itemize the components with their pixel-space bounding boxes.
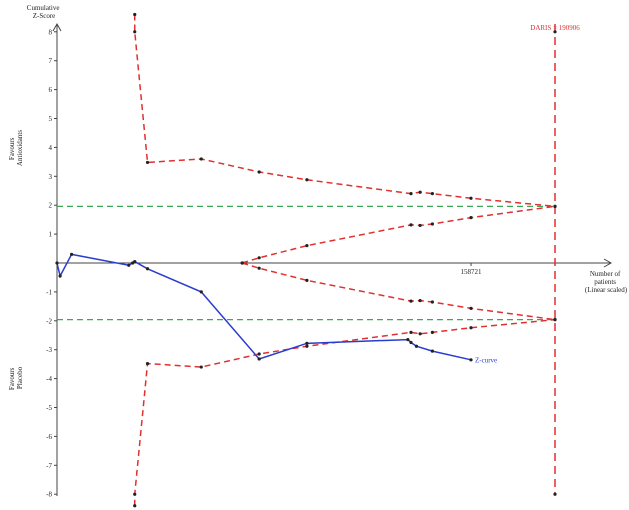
y-axis-title-line-2: Z-Score	[33, 12, 56, 20]
x-tick-label: 158721	[461, 268, 483, 276]
x-axis-title-line-2: patients	[594, 278, 616, 286]
y-tick-label: -2	[46, 317, 52, 325]
y-ticks: 8 7 6 5 4 3 2 1 -1 -2 -3 -4 -5 -6 -7 -8	[46, 28, 57, 499]
futility-upper-point	[469, 216, 473, 220]
upper-boundary-point	[145, 160, 150, 165]
favours-antioxidants-label: Favours Antioxidants	[8, 130, 24, 166]
favours-placebo-line-2: Placebo	[16, 366, 24, 389]
futility-upper-point	[257, 256, 261, 260]
lower-boundary-point	[430, 330, 434, 334]
y-tick-label: 5	[49, 115, 53, 123]
y-tick-label: -1	[46, 288, 52, 296]
y-tick-label: -7	[46, 462, 52, 470]
futility-lower-point	[257, 266, 261, 270]
y-tick-label: 7	[49, 57, 53, 65]
futility-lower-point	[409, 299, 413, 303]
z-curve-point	[430, 349, 434, 353]
y-tick-label: 8	[49, 28, 53, 36]
y-tick-label: -6	[46, 433, 52, 441]
favours-placebo-line-1: Favours	[8, 367, 16, 390]
lower-boundary-point	[418, 332, 422, 336]
z-curve-point	[55, 261, 59, 265]
futility-lower-point	[305, 278, 309, 282]
futility-lower-line	[241, 262, 556, 321]
futility-upper-point	[305, 244, 309, 248]
lower-boundary-point	[469, 326, 473, 330]
y-tick-label: 1	[49, 231, 53, 239]
upper-boundary-point	[133, 30, 137, 34]
upper-boundary-point	[430, 192, 434, 196]
upper-boundary-point	[469, 196, 473, 200]
x-axis-title-line-3: (Linear scaled)	[585, 286, 628, 294]
upper-boundary-point	[257, 170, 261, 174]
futility-upper-line	[241, 205, 556, 264]
futility-lower-point	[240, 261, 244, 265]
z-curve-label: Z-curve	[475, 356, 497, 364]
upper-boundary-point	[409, 192, 413, 196]
futility-upper-point	[409, 223, 413, 227]
upper-boundary-point	[133, 12, 137, 17]
lower-boundary-point	[257, 352, 261, 356]
upper-boundary-line	[133, 14, 556, 208]
z-curve-point	[257, 357, 261, 361]
x-axis-title: Number of patients (Linear scaled)	[585, 270, 628, 294]
lower-boundary-point	[145, 361, 150, 366]
daris-endpoint	[553, 492, 557, 496]
futility-lower-point	[430, 300, 434, 304]
futility-lower-point	[553, 318, 557, 322]
z-curve-point	[406, 337, 410, 342]
daris-label: DARIS = 190906	[530, 24, 580, 32]
y-tick-label: 2	[49, 202, 53, 210]
x-axis-title-line-1: Number of	[590, 270, 621, 278]
futility-upper-point	[430, 222, 434, 226]
upper-boundary-point	[199, 157, 203, 161]
z-curve-point	[127, 263, 131, 267]
futility-upper-point	[418, 223, 422, 228]
y-tick-label: 3	[49, 173, 53, 181]
z-curve-point	[145, 267, 150, 271]
futility-lower-point	[469, 306, 473, 310]
favours-antioxidants-line-2: Antioxidants	[16, 130, 24, 166]
lower-boundary-point	[409, 330, 413, 334]
y-tick-label: -5	[46, 404, 52, 412]
lower-boundary-point	[199, 365, 203, 369]
lower-boundary-line	[133, 318, 556, 506]
x-axis-arrow	[603, 258, 613, 268]
z-curve-point	[70, 252, 74, 256]
y-axis-arrow	[52, 22, 62, 32]
upper-boundary-point	[305, 178, 309, 182]
y-axis-title-line-1: Cumulative	[27, 4, 60, 12]
lower-boundary-point	[133, 504, 137, 508]
z-curve-point	[305, 341, 309, 345]
z-curve-point	[469, 358, 473, 362]
daris-endpoint	[553, 30, 557, 34]
lower-boundary-point	[305, 344, 309, 348]
y-axis-title: Cumulative Z-Score	[27, 4, 61, 20]
z-curve-point	[414, 344, 419, 348]
y-tick-label: 6	[49, 86, 53, 94]
z-curve-point	[199, 290, 203, 294]
upper-boundary-point	[418, 190, 422, 194]
z-curve-point	[409, 340, 413, 345]
futility-upper-point	[553, 204, 557, 208]
y-tick-label: -8	[46, 491, 52, 499]
curves	[55, 12, 557, 508]
y-tick-label: 4	[49, 144, 53, 152]
futility-lower-point	[418, 298, 422, 303]
y-tick-label: -3	[46, 346, 52, 354]
z-curve-point	[58, 274, 62, 278]
lower-boundary-point	[133, 492, 137, 496]
z-curve-point	[133, 259, 137, 264]
favours-antioxidants-line-1: Favours	[8, 137, 16, 160]
y-tick-label: -4	[46, 375, 52, 383]
favours-placebo-label: Favours Placebo	[8, 366, 24, 390]
